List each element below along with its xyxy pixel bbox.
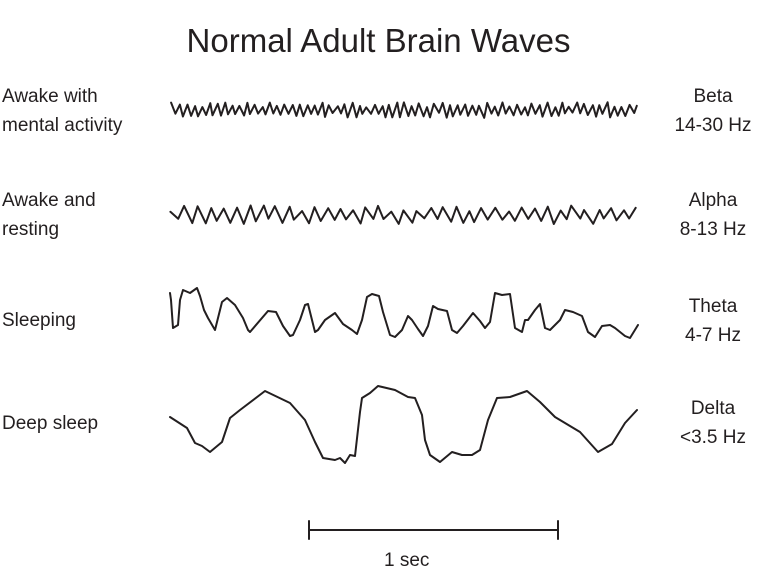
- alpha-state-line-2: resting: [2, 219, 60, 240]
- theta-band-label: Theta 4-7 Hz: [665, 292, 757, 350]
- delta-range: <3.5 Hz: [679, 427, 746, 448]
- beta-state-label: Awake with mental activity: [2, 82, 122, 140]
- alpha-state-label: Awake and resting: [2, 186, 96, 244]
- beta-waveform: [170, 101, 638, 119]
- scale-bar-label: 1 sec: [384, 550, 430, 571]
- alpha-range: 8-13 Hz: [679, 219, 747, 240]
- beta-state-line-1: Awake with: [2, 86, 98, 107]
- delta-name: Delta: [690, 398, 736, 419]
- delta-waveform: [169, 385, 638, 464]
- theta-state-label: Sleeping: [2, 306, 76, 335]
- theta-name: Theta: [688, 296, 738, 317]
- alpha-band-label: Alpha 8-13 Hz: [665, 186, 757, 244]
- beta-range: 14-30 Hz: [674, 115, 752, 136]
- delta-band-label: Delta <3.5 Hz: [665, 394, 757, 452]
- theta-range: 4-7 Hz: [685, 325, 741, 346]
- theta-state-line-1: Sleeping: [2, 310, 76, 331]
- diagram-title: Normal Adult Brain Waves: [186, 22, 571, 59]
- delta-state-line-1: Deep sleep: [2, 413, 99, 434]
- beta-name: Beta: [693, 86, 733, 107]
- theta-waveform: [169, 287, 639, 339]
- beta-state-line-2: mental activity: [2, 115, 123, 136]
- beta-band-label: Beta 14-30 Hz: [665, 82, 757, 140]
- alpha-name: Alpha: [688, 190, 738, 211]
- delta-state-label: Deep sleep: [2, 409, 98, 438]
- alpha-state-line-1: Awake and: [2, 190, 96, 211]
- alpha-waveform: [169, 204, 637, 225]
